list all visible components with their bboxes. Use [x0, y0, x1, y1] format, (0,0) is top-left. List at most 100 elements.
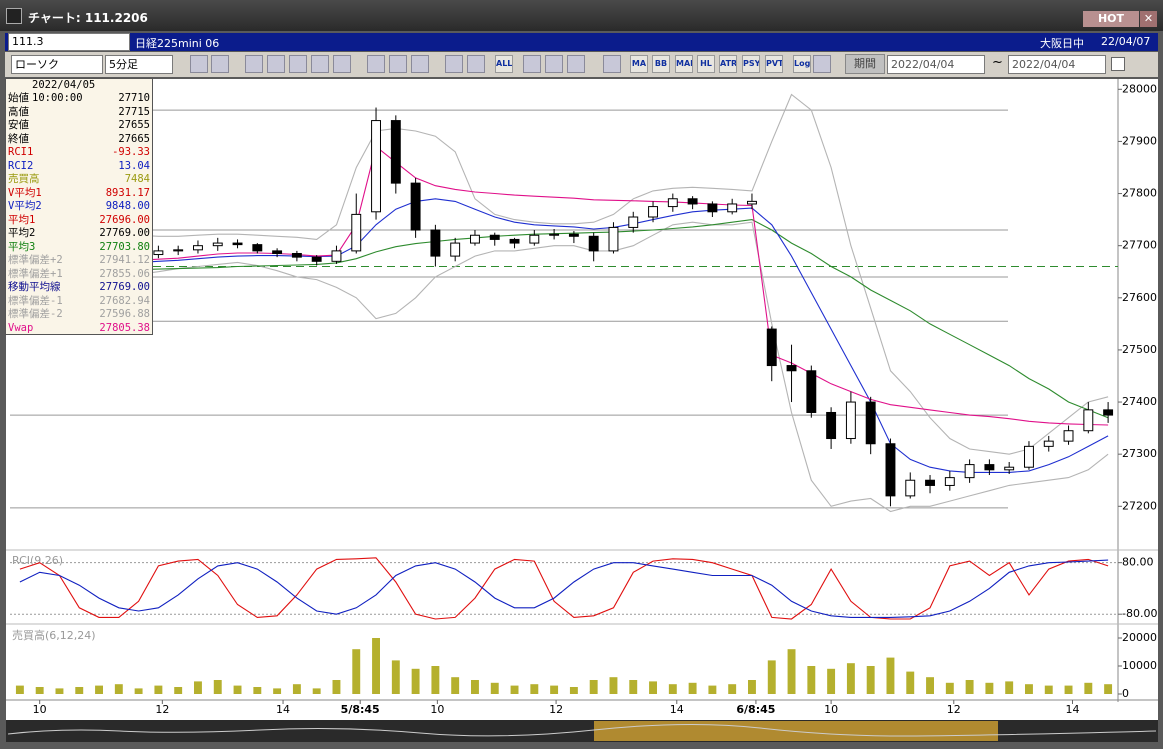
candle-body — [252, 244, 263, 252]
volume-bar — [391, 660, 400, 694]
indicator-button[interactable]: PSY — [742, 55, 760, 73]
tool-icon[interactable] — [411, 55, 429, 73]
tool-icon[interactable] — [567, 55, 585, 73]
candle-body — [371, 120, 381, 213]
volume-bar — [530, 684, 539, 694]
x-tick-label: 10 — [33, 703, 47, 716]
volume-bar — [15, 685, 24, 694]
volume-bar — [1005, 681, 1014, 694]
scroll-thumb[interactable] — [594, 721, 998, 741]
volume-bar — [629, 679, 638, 694]
close-button[interactable]: ✕ — [1140, 11, 1157, 27]
volume-bar — [253, 686, 262, 694]
chart-type-select[interactable]: ローソク — [11, 55, 103, 74]
indicator-button[interactable]: ATR — [719, 55, 737, 73]
volume-bar — [411, 668, 420, 694]
info-row: 移動平均線 27769.00 — [8, 281, 150, 294]
x-tick-label: 10 — [824, 703, 838, 716]
candle-body — [964, 464, 975, 479]
candle-body — [212, 242, 223, 247]
candle-body — [193, 245, 203, 251]
candle-body — [905, 479, 916, 497]
tool-icon[interactable] — [445, 55, 463, 73]
y-tick-label: 27400 — [1122, 395, 1157, 408]
volume-bar — [827, 668, 836, 694]
candle-body — [747, 200, 757, 205]
volume-bar — [906, 671, 915, 694]
indicator-button[interactable]: MAE — [675, 55, 693, 73]
tool-icon[interactable] — [545, 55, 563, 73]
volume-bar — [1025, 684, 1033, 694]
tool-icon[interactable] — [333, 55, 351, 73]
info-label: 平均2 — [8, 227, 36, 239]
volume-bar — [490, 682, 499, 694]
info-value: 27715 — [118, 105, 150, 118]
info-row: RCI2 13.04 — [8, 160, 150, 173]
info-value: 27596.88 — [99, 308, 150, 320]
candle-body — [1063, 430, 1074, 442]
hot-button[interactable]: HOT — [1083, 11, 1139, 27]
to-date[interactable]: 2022/04/04 — [1008, 55, 1106, 74]
volume-bar — [945, 682, 954, 694]
indicator-button[interactable]: PVT — [765, 55, 783, 73]
interval-select[interactable]: 5分足 — [105, 55, 173, 74]
tool-icon[interactable] — [813, 55, 831, 73]
from-date[interactable]: 2022/04/04 — [887, 55, 985, 74]
y-tick-label: 27900 — [1122, 134, 1157, 147]
info-row: 安値 27655 — [8, 119, 150, 132]
info-row: 平均1 27696.00 — [8, 214, 150, 227]
info-row: 平均2 27769.00 — [8, 227, 150, 240]
info-value: 27655 — [118, 119, 150, 131]
tool-icon[interactable] — [211, 55, 229, 73]
volume-bar — [1104, 684, 1113, 694]
indicator-button[interactable]: BB — [652, 55, 670, 73]
volume-bar — [748, 679, 756, 694]
indicator-button[interactable]: Log — [793, 55, 811, 73]
volume-bar — [569, 686, 578, 694]
volume-bar — [431, 665, 440, 694]
volume-bar — [609, 677, 618, 694]
tool-icon[interactable] — [523, 55, 541, 73]
symbol-code-field[interactable]: 111.3 — [8, 33, 130, 51]
y-tick-label: 28000 — [1122, 82, 1157, 95]
series-line — [19, 557, 1109, 620]
candle-body — [410, 182, 421, 231]
tool-icon[interactable] — [603, 55, 621, 73]
tool-icon[interactable] — [467, 55, 485, 73]
volume-bar — [75, 686, 84, 694]
indicator-button[interactable]: ALL — [495, 55, 513, 73]
info-label: 平均3 — [8, 240, 36, 253]
volume-bar — [649, 681, 657, 694]
info-value: 13.04 — [118, 159, 150, 172]
info-value: 27769.00 — [99, 227, 150, 239]
tool-icon[interactable] — [245, 55, 263, 73]
candle-body — [944, 477, 955, 486]
symbol-name: 日経225mini 06 — [135, 37, 220, 50]
indicator-button[interactable]: HL — [697, 55, 715, 73]
info-label: 標準偏差-2 — [8, 308, 63, 320]
period-button[interactable]: 期間 — [845, 54, 885, 74]
volume-bar — [767, 660, 776, 694]
tool-icon[interactable] — [289, 55, 307, 73]
volume-bar — [550, 685, 559, 694]
candle-body — [1103, 409, 1114, 416]
info-row: V平均2 9848.00 — [8, 200, 150, 213]
tool-icon[interactable] — [311, 55, 329, 73]
checkbox[interactable] — [1111, 57, 1125, 71]
indicator-button[interactable]: MA — [630, 55, 648, 73]
tool-icon[interactable] — [190, 55, 208, 73]
info-value: 27805.38 — [99, 321, 150, 334]
info-value: 27665 — [118, 132, 150, 145]
volume-bar — [688, 682, 697, 694]
candle-body — [331, 250, 342, 262]
tool-icon[interactable] — [267, 55, 285, 73]
info-row: V平均1 8931.17 — [8, 187, 150, 200]
candle-body — [232, 242, 243, 246]
volume-bar — [708, 685, 717, 694]
tool-icon[interactable] — [389, 55, 407, 73]
tool-icon[interactable] — [367, 55, 385, 73]
title-bar: チャート: 111.2206 HOT ✕ — [0, 0, 1163, 31]
volume-bar — [273, 688, 282, 694]
candle-body — [1004, 466, 1015, 471]
